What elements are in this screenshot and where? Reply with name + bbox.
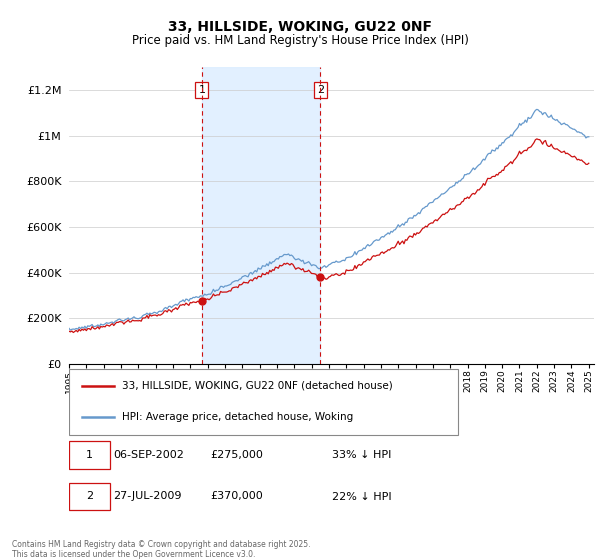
Text: 1: 1: [86, 450, 93, 460]
Text: 22% ↓ HPI: 22% ↓ HPI: [331, 492, 391, 502]
FancyBboxPatch shape: [69, 369, 458, 435]
FancyBboxPatch shape: [69, 441, 110, 469]
Text: HPI: Average price, detached house, Woking: HPI: Average price, detached house, Woki…: [121, 412, 353, 422]
Text: 33, HILLSIDE, WOKING, GU22 0NF: 33, HILLSIDE, WOKING, GU22 0NF: [168, 20, 432, 34]
Text: £275,000: £275,000: [211, 450, 263, 460]
Text: 06-SEP-2002: 06-SEP-2002: [113, 450, 185, 460]
Text: 33% ↓ HPI: 33% ↓ HPI: [331, 450, 391, 460]
FancyBboxPatch shape: [69, 483, 110, 510]
Text: £370,000: £370,000: [211, 492, 263, 502]
Text: 1: 1: [199, 85, 205, 95]
Text: 2: 2: [86, 492, 93, 502]
Text: 33, HILLSIDE, WOKING, GU22 0NF (detached house): 33, HILLSIDE, WOKING, GU22 0NF (detached…: [121, 381, 392, 391]
Text: 2: 2: [317, 85, 324, 95]
Text: Price paid vs. HM Land Registry's House Price Index (HPI): Price paid vs. HM Land Registry's House …: [131, 34, 469, 46]
Text: Contains HM Land Registry data © Crown copyright and database right 2025.
This d: Contains HM Land Registry data © Crown c…: [12, 540, 311, 559]
Text: 27-JUL-2009: 27-JUL-2009: [113, 492, 182, 502]
Bar: [202, 67, 320, 364]
